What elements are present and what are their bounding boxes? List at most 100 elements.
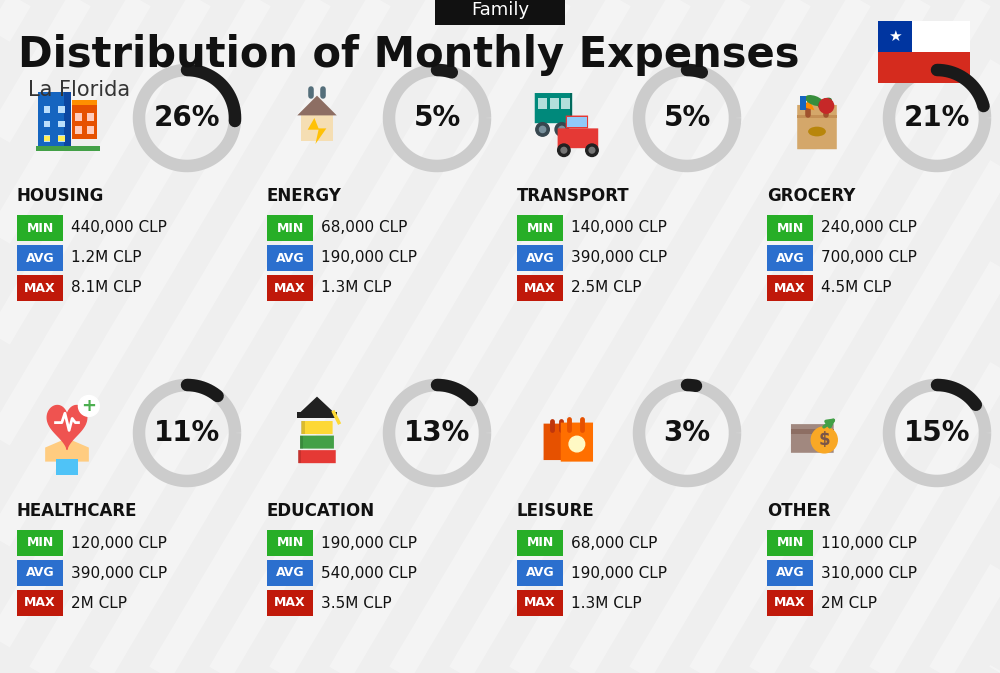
FancyBboxPatch shape xyxy=(517,275,563,301)
FancyBboxPatch shape xyxy=(298,450,336,463)
Text: MAX: MAX xyxy=(774,281,806,295)
Circle shape xyxy=(78,396,99,417)
Text: 3%: 3% xyxy=(663,419,711,447)
FancyBboxPatch shape xyxy=(767,560,813,586)
Ellipse shape xyxy=(808,127,826,137)
Text: TRANSPORT: TRANSPORT xyxy=(517,187,630,205)
FancyBboxPatch shape xyxy=(17,275,63,301)
Polygon shape xyxy=(47,406,87,450)
FancyBboxPatch shape xyxy=(17,590,63,616)
FancyBboxPatch shape xyxy=(767,275,813,301)
FancyBboxPatch shape xyxy=(17,530,63,556)
Text: AVG: AVG xyxy=(526,567,554,579)
Text: EDUCATION: EDUCATION xyxy=(267,502,375,520)
Circle shape xyxy=(558,144,570,157)
Text: LEISURE: LEISURE xyxy=(517,502,595,520)
Text: 190,000 CLP: 190,000 CLP xyxy=(321,250,417,266)
FancyBboxPatch shape xyxy=(300,435,303,449)
Text: 21%: 21% xyxy=(904,104,970,132)
Text: MIN: MIN xyxy=(26,221,54,234)
FancyBboxPatch shape xyxy=(797,114,837,118)
FancyBboxPatch shape xyxy=(58,135,65,142)
Circle shape xyxy=(536,122,549,136)
Text: MAX: MAX xyxy=(24,281,56,295)
Text: AVG: AVG xyxy=(276,252,304,264)
Text: 1.3M CLP: 1.3M CLP xyxy=(571,596,642,610)
Text: 8.1M CLP: 8.1M CLP xyxy=(71,281,142,295)
Text: AVG: AVG xyxy=(26,252,54,264)
FancyBboxPatch shape xyxy=(517,215,563,241)
FancyBboxPatch shape xyxy=(301,421,333,434)
FancyBboxPatch shape xyxy=(570,93,572,118)
FancyBboxPatch shape xyxy=(550,98,559,108)
FancyBboxPatch shape xyxy=(267,560,313,586)
FancyBboxPatch shape xyxy=(17,560,63,586)
FancyBboxPatch shape xyxy=(767,215,813,241)
FancyBboxPatch shape xyxy=(267,275,313,301)
Circle shape xyxy=(555,122,569,136)
Text: 1.2M CLP: 1.2M CLP xyxy=(71,250,142,266)
Text: $: $ xyxy=(818,431,830,449)
Text: 15%: 15% xyxy=(904,419,970,447)
FancyBboxPatch shape xyxy=(44,135,50,142)
FancyBboxPatch shape xyxy=(435,0,565,25)
Circle shape xyxy=(569,436,585,452)
Text: MIN: MIN xyxy=(526,536,554,549)
FancyBboxPatch shape xyxy=(517,560,563,586)
Text: MAX: MAX xyxy=(274,281,306,295)
Text: MIN: MIN xyxy=(526,221,554,234)
Text: 2M CLP: 2M CLP xyxy=(71,596,127,610)
FancyBboxPatch shape xyxy=(267,245,313,271)
FancyBboxPatch shape xyxy=(300,435,334,449)
FancyBboxPatch shape xyxy=(561,423,593,462)
FancyBboxPatch shape xyxy=(791,429,834,434)
Polygon shape xyxy=(804,98,814,110)
FancyBboxPatch shape xyxy=(297,412,337,419)
Text: MAX: MAX xyxy=(774,596,806,610)
Text: 1.3M CLP: 1.3M CLP xyxy=(321,281,392,295)
FancyBboxPatch shape xyxy=(58,106,65,113)
Ellipse shape xyxy=(818,98,832,108)
Text: AVG: AVG xyxy=(776,252,804,264)
FancyBboxPatch shape xyxy=(517,530,563,556)
FancyBboxPatch shape xyxy=(791,424,834,453)
FancyBboxPatch shape xyxy=(17,245,63,271)
Circle shape xyxy=(586,144,598,157)
Text: 140,000 CLP: 140,000 CLP xyxy=(571,221,667,236)
Text: ★: ★ xyxy=(888,29,902,44)
Text: 68,000 CLP: 68,000 CLP xyxy=(321,221,407,236)
Polygon shape xyxy=(45,438,89,462)
Text: 240,000 CLP: 240,000 CLP xyxy=(821,221,917,236)
Text: 13%: 13% xyxy=(404,419,470,447)
FancyBboxPatch shape xyxy=(558,129,598,148)
Text: MIN: MIN xyxy=(276,221,304,234)
FancyBboxPatch shape xyxy=(544,423,572,460)
Circle shape xyxy=(559,127,565,133)
FancyBboxPatch shape xyxy=(72,100,97,105)
FancyBboxPatch shape xyxy=(87,126,94,134)
Text: MIN: MIN xyxy=(276,536,304,549)
Text: 11%: 11% xyxy=(154,419,220,447)
FancyBboxPatch shape xyxy=(44,136,50,141)
FancyBboxPatch shape xyxy=(267,215,313,241)
Text: AVG: AVG xyxy=(526,252,554,264)
Ellipse shape xyxy=(805,95,824,106)
Text: AVG: AVG xyxy=(26,567,54,579)
Text: La Florida: La Florida xyxy=(28,80,130,100)
FancyBboxPatch shape xyxy=(301,421,305,434)
FancyBboxPatch shape xyxy=(58,136,65,141)
Circle shape xyxy=(811,427,837,453)
FancyBboxPatch shape xyxy=(267,590,313,616)
Text: OTHER: OTHER xyxy=(767,502,831,520)
Circle shape xyxy=(561,147,567,153)
Text: Family: Family xyxy=(471,1,529,19)
Text: 120,000 CLP: 120,000 CLP xyxy=(71,536,167,551)
Text: MIN: MIN xyxy=(26,536,54,549)
Text: MAX: MAX xyxy=(274,596,306,610)
FancyBboxPatch shape xyxy=(797,105,837,149)
Circle shape xyxy=(539,127,546,133)
Text: GROCERY: GROCERY xyxy=(767,187,855,205)
Text: 5%: 5% xyxy=(413,104,461,132)
FancyBboxPatch shape xyxy=(567,118,587,127)
FancyBboxPatch shape xyxy=(800,96,806,110)
